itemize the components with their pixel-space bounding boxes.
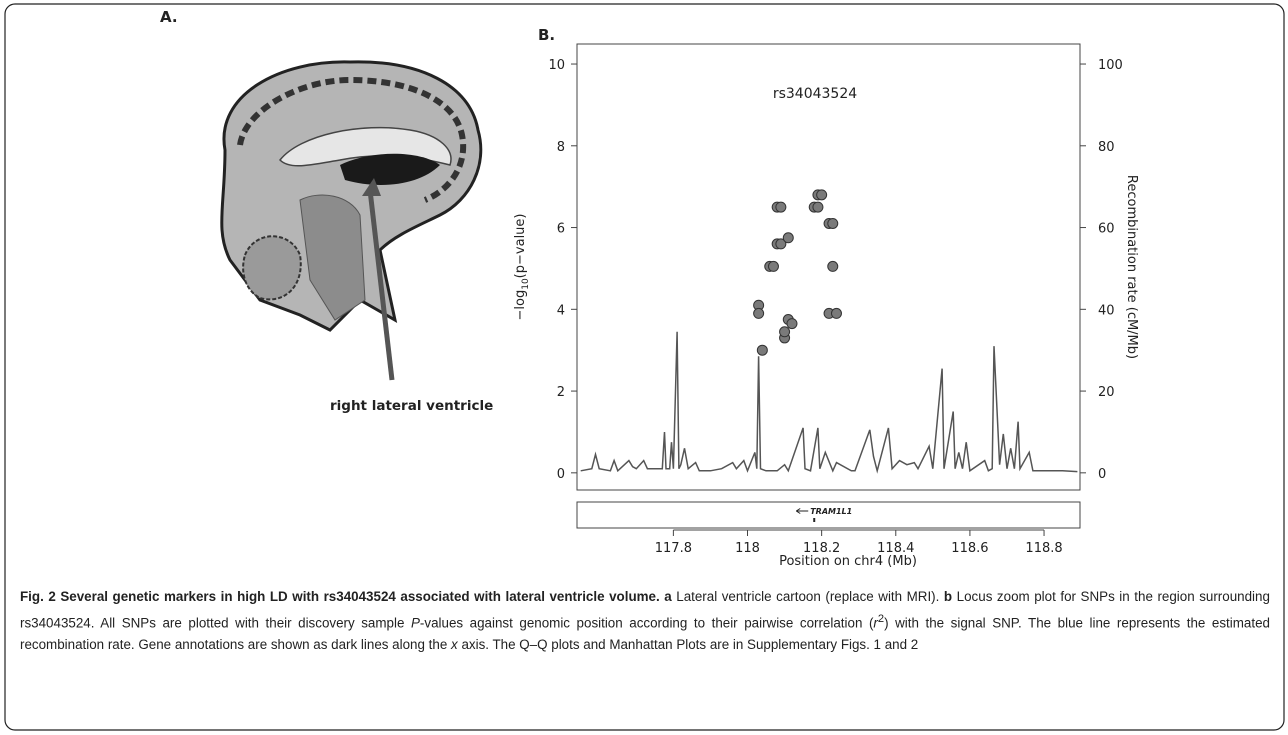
y-tick-label: 2	[557, 385, 565, 400]
y2-tick-label: 40	[1098, 303, 1115, 318]
snp-point	[753, 307, 765, 319]
snp-point	[786, 318, 798, 330]
snp-point	[782, 232, 794, 244]
caption-label: a	[664, 589, 672, 604]
brain-illustration	[220, 60, 483, 381]
snp-point	[775, 238, 787, 250]
plot-frame	[576, 43, 1081, 491]
y-axis-label-part: (p−value)	[513, 214, 528, 279]
x-tick-label: 117.8	[655, 541, 692, 556]
caption-sup: 2	[877, 613, 885, 625]
brain-annotation: right lateral ventricle	[330, 398, 493, 414]
x-tick-label: 118.4	[877, 541, 914, 556]
y-tick-label: 8	[557, 140, 565, 155]
x-tick-label: 118.2	[803, 541, 840, 556]
panel-label: B.	[538, 26, 555, 44]
caption-text: -values against genomic position accordi…	[419, 615, 874, 631]
y-tick-label: 4	[557, 303, 565, 318]
caption-text: Locus zoom plot for SNPs in the region s…	[20, 589, 1270, 631]
gene-label: TRAM1L1	[810, 507, 852, 516]
y2-tick-label: 0	[1098, 467, 1106, 482]
caption-text: ) with the signal SNP. The blue line rep…	[20, 615, 1270, 653]
caption-text: axis. The Q–Q plots and Manhattan Plots …	[461, 637, 919, 653]
x-axis-label: Position on chr4 (Mb)	[779, 554, 917, 569]
snp-point	[775, 201, 787, 213]
snp-point	[756, 344, 768, 356]
y-tick-label: 10	[548, 58, 565, 73]
gene-track	[576, 501, 1081, 529]
y2-tick-label: 60	[1098, 222, 1115, 237]
y-tick-label: 0	[557, 467, 565, 482]
snp-point	[767, 260, 779, 272]
recombination-line	[580, 331, 1078, 474]
caption-italic: P	[410, 615, 420, 631]
snp-point	[827, 217, 839, 229]
snp-point	[827, 260, 839, 272]
caption-text: Lateral ventricle cartoon (replace with …	[676, 589, 940, 604]
x-tick-label: 118.6	[951, 541, 988, 556]
y2-axis-label: Recombination rate (cM/Mb)	[1124, 175, 1139, 359]
y2-tick-label: 80	[1098, 140, 1115, 155]
y-axis-label-part: −log	[513, 290, 528, 321]
gene-arrow	[795, 508, 809, 514]
snp-point	[816, 189, 828, 201]
caption-label: b	[943, 589, 953, 604]
snp-point	[830, 307, 842, 319]
snp-point	[812, 201, 824, 213]
caption-italic: x	[451, 637, 458, 653]
x-tick-label: 118	[735, 541, 760, 556]
y2-tick-label: 20	[1098, 385, 1115, 400]
y-axis-label-sub: 10	[521, 278, 531, 290]
y-tick-label: 6	[557, 222, 565, 237]
caption-title: Fig. 2 Several genetic markers in high L…	[20, 589, 660, 604]
y2-tick-label: 100	[1098, 58, 1123, 73]
panel-label: A.	[160, 8, 178, 26]
caption: Fig. 2 Several genetic markers in high L…	[20, 586, 1270, 656]
caption-italic: r	[873, 615, 878, 631]
x-tick-label: 118.8	[1025, 541, 1062, 556]
chart-title: rs34043524	[773, 86, 857, 102]
y-axis-label: −log10(p−value)	[513, 214, 531, 321]
figure-frame	[4, 3, 1285, 731]
snp-point	[779, 326, 791, 338]
